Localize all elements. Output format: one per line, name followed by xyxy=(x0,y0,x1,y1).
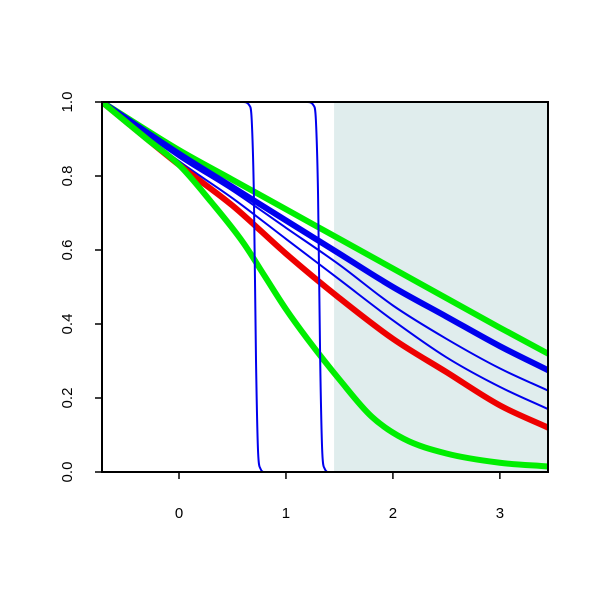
y-tick-label: 0.2 xyxy=(59,388,76,409)
series-line-2 xyxy=(102,102,548,374)
x-tick-label: 3 xyxy=(496,505,504,522)
series-line-6 xyxy=(102,102,548,470)
y-axis: 0.0 0.2 0.4 0.6 0.8 1.0 xyxy=(59,92,102,483)
x-axis: 0 1 2 3 xyxy=(175,472,504,522)
y-tick-label: 1.0 xyxy=(59,92,76,113)
y-tick-label: 0.0 xyxy=(59,462,76,483)
y-tick-label: 0.8 xyxy=(59,166,76,187)
y-tick-label: 0.4 xyxy=(59,314,76,335)
y-tick-label: 0.6 xyxy=(59,240,76,261)
x-tick-label: 1 xyxy=(282,505,290,522)
series-line-1 xyxy=(102,102,548,357)
series-line-4 xyxy=(102,102,548,411)
series-line-3 xyxy=(102,102,548,392)
plot-frame xyxy=(101,101,549,473)
x-tick-label: 2 xyxy=(389,505,397,522)
x-tick-label: 0 xyxy=(175,505,183,522)
